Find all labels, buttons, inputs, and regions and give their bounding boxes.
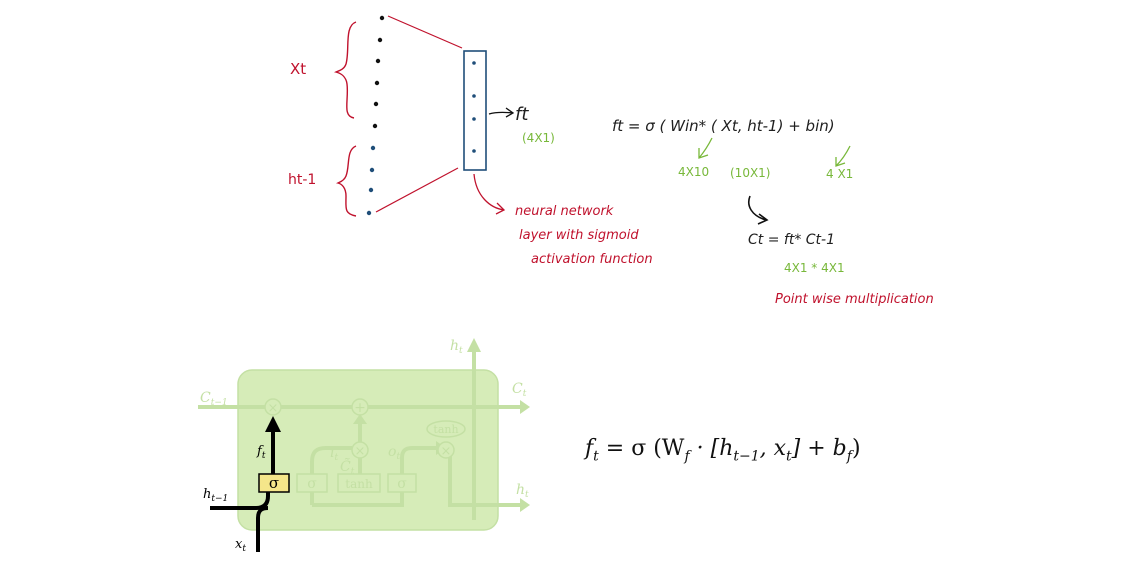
- dim-x: (10X1): [730, 166, 771, 180]
- connection-line-bottom: [375, 167, 459, 213]
- layer-sigma-forget: σ: [258, 473, 290, 493]
- output-arrow: [488, 107, 515, 118]
- label-c-out: Ct: [512, 381, 527, 399]
- svg-text:+: +: [354, 400, 366, 416]
- label-h-in: ht−1: [203, 487, 228, 504]
- label-ht1: ht-1: [288, 172, 317, 188]
- label-h-right: ht: [516, 482, 529, 500]
- svg-text:tanh: tanh: [345, 477, 373, 491]
- dim-arrow-b: [835, 145, 851, 167]
- active-labels: ft ht−1 xt: [203, 444, 266, 554]
- label-c-in: Ct−1: [200, 390, 228, 408]
- label-o: ot: [388, 444, 400, 462]
- op-tanh-oval: tanh: [426, 420, 466, 438]
- forget-gate-formula: ft = σ (Wf · [ht−1, xt] + bf): [585, 436, 861, 465]
- brace-ht1: [335, 145, 357, 217]
- output-dim: (4X1): [522, 131, 555, 145]
- note-arrow: [473, 173, 506, 215]
- dim-arrow-w: [698, 137, 713, 159]
- svg-text:×: ×: [268, 401, 279, 416]
- nn-layer-dots: [472, 61, 476, 153]
- input-dots-xt: [372, 15, 385, 129]
- dim-w: 4X10: [678, 165, 710, 179]
- layer-note-line-3: activation function: [531, 252, 653, 267]
- handwritten-equation: ft = σ ( Win* ( Xt, ht-1) + bin): [612, 117, 835, 135]
- nn-layer-box: [463, 50, 487, 171]
- faded-labels: Ct−1 Ct ht ht it C̃t ot: [200, 338, 529, 500]
- ct-arrow: [748, 195, 769, 225]
- op-times-input: ×: [351, 441, 369, 459]
- layer-tanh: tanh: [337, 473, 381, 493]
- connection-line-top: [387, 15, 463, 49]
- forget-gate-path: [210, 430, 275, 552]
- brace-xt: [333, 21, 357, 119]
- layer-sigma-output: σ: [387, 473, 417, 493]
- dim-b: 4 X1: [826, 167, 854, 181]
- label-c-tilde: C̃t: [340, 457, 355, 477]
- pointwise-note: Point wise multiplication: [775, 292, 934, 307]
- label-xt: Xt: [290, 60, 307, 78]
- op-times-forget: ×: [264, 398, 282, 416]
- layer-sigma-input: σ: [296, 473, 328, 493]
- svg-text:×: ×: [441, 444, 452, 459]
- output-label-ft: ft: [515, 104, 529, 125]
- svg-text:σ: σ: [307, 476, 317, 492]
- svg-text:σ: σ: [269, 474, 279, 492]
- input-dots-ht1: [366, 145, 376, 216]
- op-plus: +: [351, 398, 369, 416]
- svg-text:σ: σ: [397, 476, 407, 492]
- op-times-output: ×: [437, 441, 455, 459]
- label-i: it: [330, 445, 338, 463]
- svg-text:×: ×: [355, 444, 366, 459]
- ct-dims: 4X1 * 4X1: [784, 261, 845, 275]
- label-h-top: ht: [450, 338, 463, 356]
- label-x-in: xt: [235, 537, 246, 554]
- forget-arrowhead: [265, 416, 281, 432]
- layer-note-line-2: layer with sigmoid: [519, 228, 639, 243]
- svg-text:tanh: tanh: [433, 423, 458, 436]
- layer-note-line-1: neural network: [515, 204, 614, 219]
- ct-equation: Ct = ft* Ct-1: [748, 232, 835, 248]
- label-f: ft: [256, 444, 266, 461]
